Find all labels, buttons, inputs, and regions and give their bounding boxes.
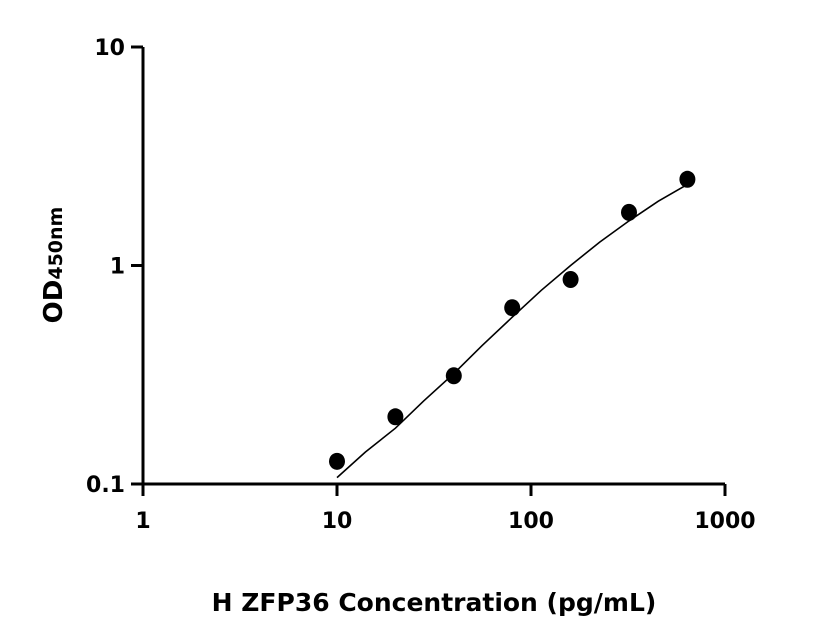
data-point (620, 203, 637, 221)
data-point (387, 408, 404, 426)
y-axis-label-main: OD (39, 280, 69, 324)
x-tick-label: 1000 (694, 509, 755, 534)
y-tick-label: 1 (110, 255, 125, 280)
y-tick-label: 0.1 (86, 473, 125, 498)
x-tick-label: 10 (322, 509, 353, 534)
y-axis-label: OD450nm (39, 207, 69, 324)
data-point (562, 270, 579, 288)
fit-curve (336, 183, 688, 479)
data-point (504, 299, 521, 317)
data-points (329, 170, 696, 470)
data-point (329, 452, 345, 470)
x-axis-label: H ZFP36 Concentration (pg/mL) (212, 588, 657, 617)
axes: 1 10 100 1000 0.1 1 10 (86, 36, 756, 534)
y-axis-label-sub: 450nm (45, 207, 67, 280)
data-point (445, 367, 462, 385)
data-point (679, 170, 696, 188)
x-tick-label: 100 (508, 509, 554, 534)
y-tick-label: 10 (94, 36, 125, 61)
x-tick-label: 1 (135, 509, 150, 534)
